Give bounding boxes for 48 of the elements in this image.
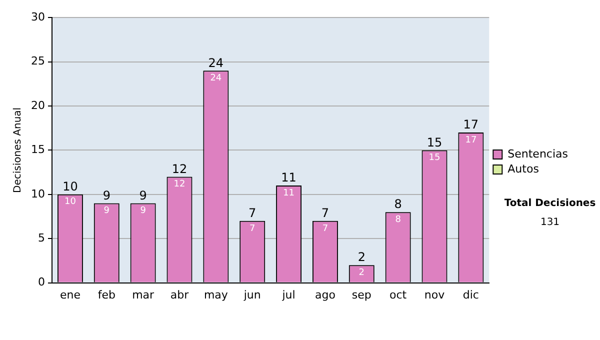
x-tick-label: mar xyxy=(132,288,155,302)
total-label: 8 xyxy=(394,197,402,212)
y-tick-label: 25 xyxy=(30,54,45,68)
x-tick-label: jul xyxy=(281,288,296,302)
legend-label: Autos xyxy=(508,162,540,176)
total-label: 7 xyxy=(321,206,330,220)
data-label: 7 xyxy=(249,224,256,234)
y-tick-label: 30 xyxy=(30,10,45,24)
total-label: 10 xyxy=(62,180,78,194)
y-axis-title: Decisiones Anual xyxy=(12,107,24,193)
y-tick-label: 15 xyxy=(30,143,45,156)
x-tick-label: oct xyxy=(390,288,408,302)
y-tick-label: 5 xyxy=(38,231,45,244)
total-label: 2 xyxy=(358,250,366,264)
data-label: 9 xyxy=(140,206,146,216)
y-tick-label: 10 xyxy=(30,187,45,200)
x-tick-label: nov xyxy=(424,288,446,302)
x-tick-label: dic xyxy=(462,288,479,302)
data-label: 11 xyxy=(283,188,295,198)
x-tick-label: feb xyxy=(98,288,116,302)
total-label: 15 xyxy=(426,135,442,150)
data-label: 12 xyxy=(174,180,186,190)
text: 131 xyxy=(539,217,561,228)
x-tick-label: ene xyxy=(60,288,81,302)
data-label: 9 xyxy=(104,206,110,216)
text: Total Decisiones xyxy=(503,198,597,209)
data-label: 8 xyxy=(395,214,402,225)
total-label: 11 xyxy=(281,170,296,185)
total-label: 9 xyxy=(139,188,147,202)
y-tick-label: 20 xyxy=(30,98,45,112)
data-label: 24 xyxy=(210,73,222,84)
x-tick-label: abr xyxy=(170,288,190,302)
total-label: 17 xyxy=(463,118,479,132)
total-label: 9 xyxy=(102,188,110,202)
total-label: 24 xyxy=(208,56,224,70)
y-tick-label: 0 xyxy=(38,276,45,289)
data-label: 2 xyxy=(358,268,365,278)
x-tick-label: may xyxy=(204,288,228,302)
data-label: 15 xyxy=(428,153,440,164)
total-label: 7 xyxy=(248,206,256,220)
x-tick-label: sep xyxy=(352,288,372,302)
data-label: 7 xyxy=(322,224,328,234)
data-label: 10 xyxy=(64,197,76,208)
x-tick-label: jun xyxy=(242,288,261,302)
total-label: 12 xyxy=(172,162,188,176)
x-tick-label: ago xyxy=(314,288,336,302)
data-label: 17 xyxy=(465,135,477,146)
legend-label: Sentencias xyxy=(508,147,568,160)
